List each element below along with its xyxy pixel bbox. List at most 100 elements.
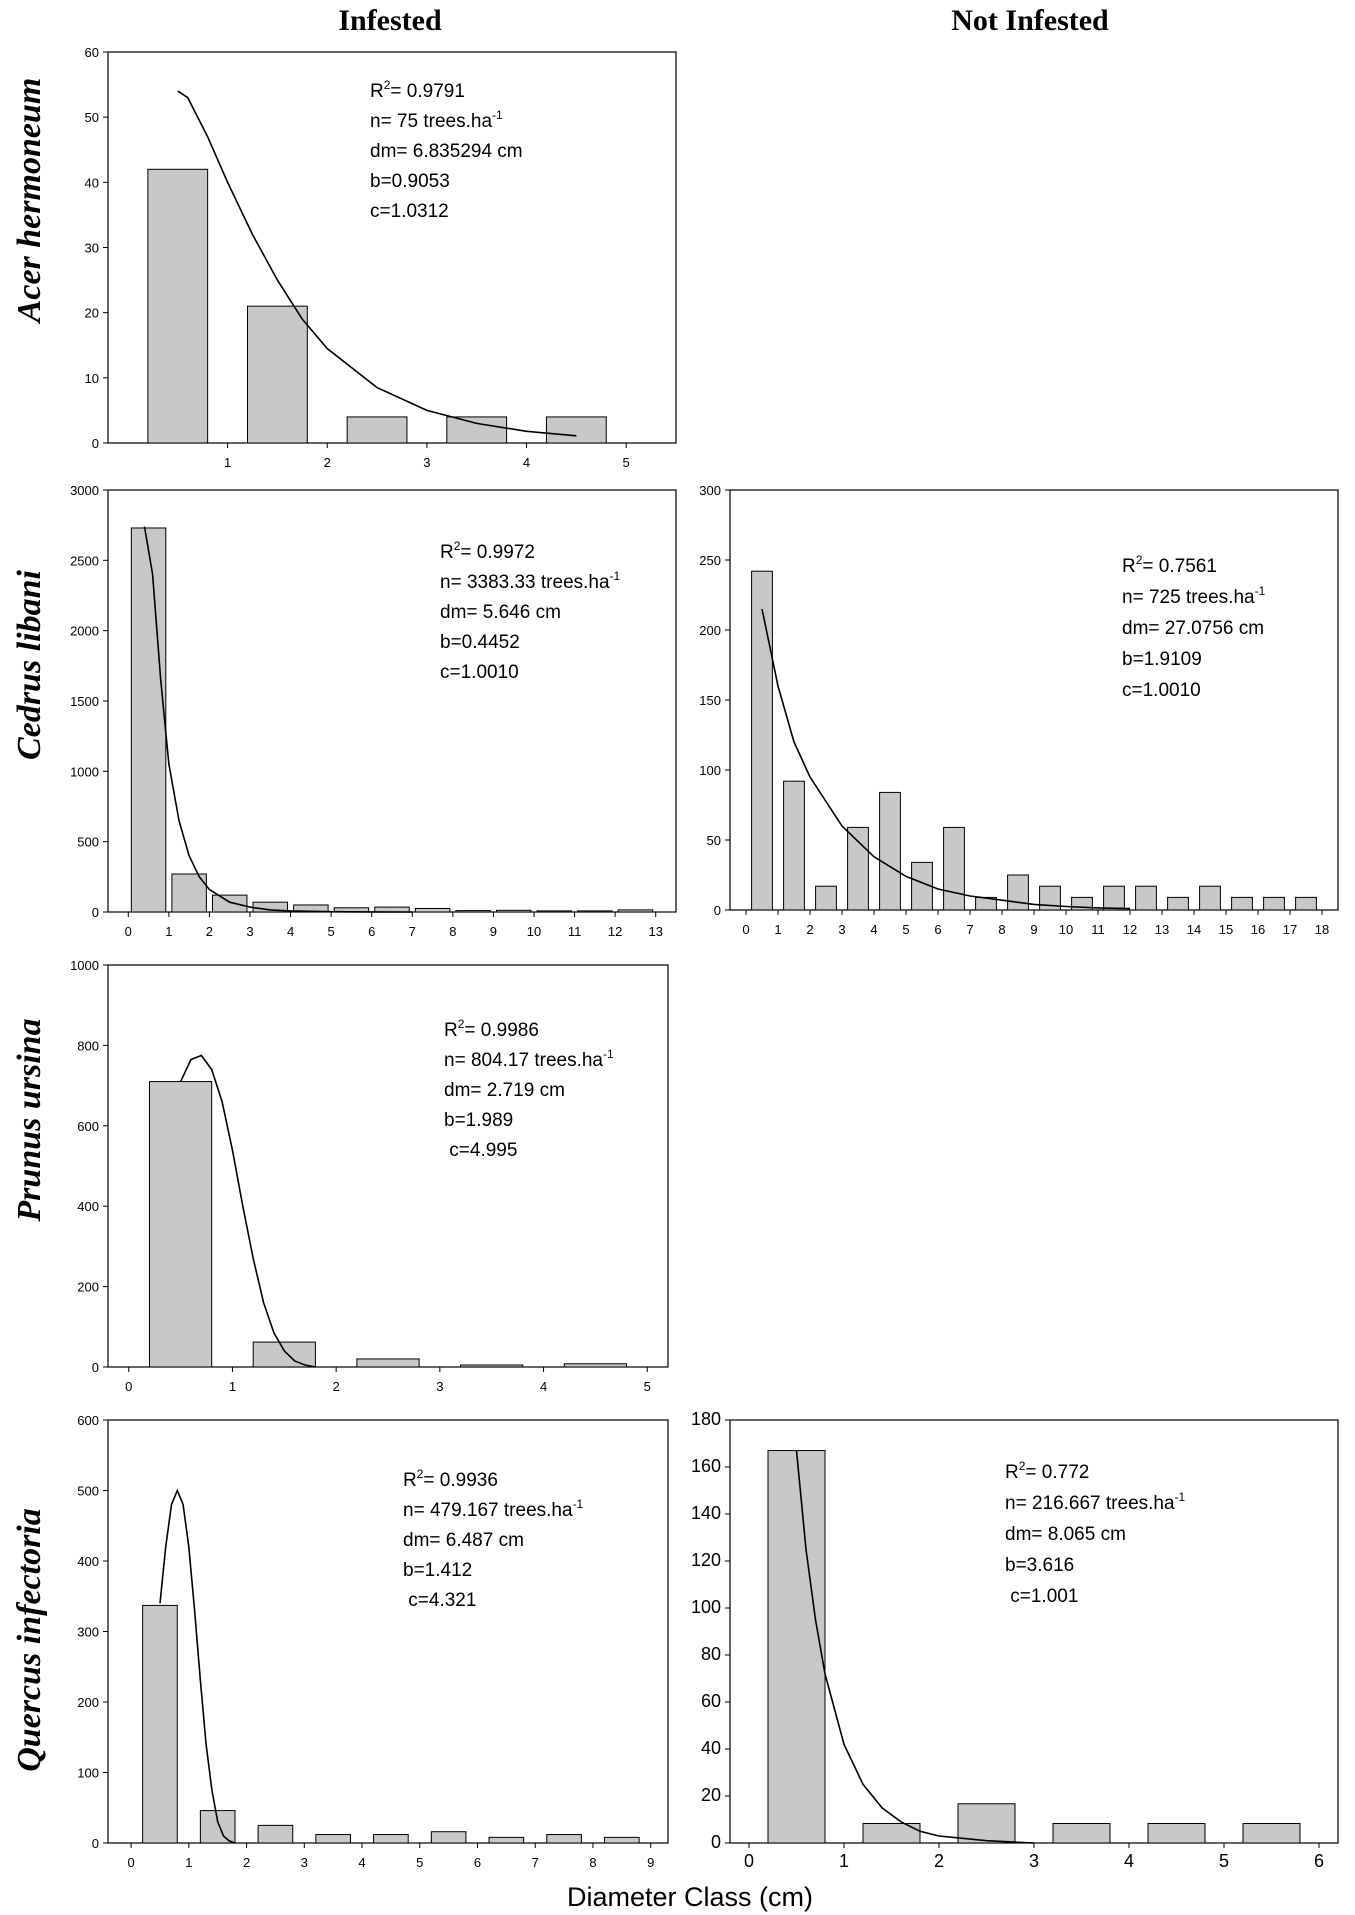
y-tick-label: 100 xyxy=(699,763,721,778)
y-tick-label: 600 xyxy=(77,1413,99,1428)
annotation-line: R2= 0.9972 xyxy=(440,539,535,563)
y-tick-label: 50 xyxy=(85,110,99,125)
x-tick-label: 11 xyxy=(1091,922,1105,937)
stats-annotation: R2= 0.9986 n= 804.17 trees.ha-1 dm= 2.719 … xyxy=(444,1017,614,1161)
y-tick-label: 0 xyxy=(714,903,721,918)
x-tick-label: 5 xyxy=(902,922,909,937)
bar xyxy=(257,1824,294,1844)
x-tick-label: 6 xyxy=(934,922,941,937)
y-tick-label: 200 xyxy=(699,623,721,638)
x-tick-label: 8 xyxy=(589,1855,596,1870)
annotation-line: b=1.989 xyxy=(444,1110,513,1131)
fit-curve xyxy=(795,1450,1035,1844)
y-tick-label: 300 xyxy=(77,1625,99,1640)
fit-curve xyxy=(159,1488,236,1844)
x-tick-label: 6 xyxy=(368,924,375,939)
bar xyxy=(460,1364,524,1368)
bar xyxy=(142,1604,178,1844)
annotation-line: R2= 0.7561 xyxy=(1122,553,1217,577)
annotation-line: b=1.9109 xyxy=(1122,649,1202,670)
x-tick-label: 0 xyxy=(125,924,132,939)
annotation-line: n= 725 trees.ha-1 xyxy=(1122,584,1266,608)
row-label-cedrus-libani: Cedrus libani xyxy=(11,570,48,760)
bar xyxy=(1052,1822,1111,1844)
annotation-line: dm= 8.065 cm xyxy=(1005,1524,1126,1545)
x-tick-label: 11 xyxy=(568,924,582,939)
chart-panel-quercus-infectoria-not-infested: 0 20 40 60 80 100 120 140 160 180 0 1 2 3 4 5 6 R2= 0.772… xyxy=(691,1409,1339,1871)
annotation-line: b=3.616 xyxy=(1005,1555,1074,1576)
bar xyxy=(536,910,573,913)
row-label-prunus-ursina: Prunus ursina xyxy=(11,1018,48,1222)
x-tick-label: 15 xyxy=(1219,922,1233,937)
y-tick-label: 30 xyxy=(85,241,99,256)
x-tick-label: 8 xyxy=(449,924,456,939)
chart-panel-acer-hermoneum-infested: 0 10 20 30 40 50 60 1 2 3 4 5 R2= 0.9791 n= 75 trees.… xyxy=(85,45,677,470)
x-tick-label: 7 xyxy=(532,1855,539,1870)
bar xyxy=(247,305,308,444)
y-tick-label: 200 xyxy=(77,1695,99,1710)
x-tick-label: 5 xyxy=(623,455,630,470)
stats-annotation: R2= 0.772 n= 216.667 trees.ha-1 dm= 8.065 … xyxy=(1005,1459,1186,1607)
bar xyxy=(617,909,654,913)
x-tick-label: 13 xyxy=(1155,922,1169,937)
bar xyxy=(1167,896,1189,911)
y-tick-label: 40 xyxy=(85,175,99,190)
fit-curve xyxy=(143,526,413,913)
fit-curve xyxy=(179,1054,316,1368)
bar xyxy=(879,791,901,911)
y-tick-label: 0 xyxy=(92,905,99,920)
bar xyxy=(148,1081,213,1368)
x-tick-label: 16 xyxy=(1251,922,1265,937)
annotation-line: c=4.995 xyxy=(444,1140,517,1161)
bar xyxy=(495,909,532,913)
x-tick-label: 3 xyxy=(246,924,253,939)
column-title-infested: Infested xyxy=(338,4,442,37)
y-tick-label: 40 xyxy=(701,1738,721,1758)
y-tick-label: 1000 xyxy=(70,764,99,779)
x-tick-label: 1 xyxy=(185,1855,192,1870)
y-tick-label: 200 xyxy=(77,1280,99,1295)
bar xyxy=(147,168,209,444)
x-tick-label: 5 xyxy=(1219,1851,1229,1871)
y-tick-label: 10 xyxy=(85,371,99,386)
bar xyxy=(783,780,805,911)
x-tick-label: 0 xyxy=(744,1851,754,1871)
y-tick-label: 150 xyxy=(699,693,721,708)
x-tick-label: 4 xyxy=(540,1379,547,1394)
bar xyxy=(252,1341,316,1368)
x-tick-label: 2 xyxy=(333,1379,340,1394)
bar xyxy=(414,907,451,913)
annotation-line: dm= 27.0756 cm xyxy=(1122,618,1264,639)
plot-frame xyxy=(729,489,1339,911)
column-title-not-infested: Not Infested xyxy=(951,4,1109,37)
annotation-line: n= 75 trees.ha-1 xyxy=(370,108,503,132)
x-tick-label: 1 xyxy=(165,924,172,939)
bar xyxy=(373,1834,409,1844)
x-tick-label: 18 xyxy=(1315,922,1329,937)
fit-curve xyxy=(761,608,1131,910)
x-tick-label: 8 xyxy=(998,922,1005,937)
x-tick-label: 5 xyxy=(328,924,335,939)
x-tick-label: 9 xyxy=(1030,922,1037,937)
y-tick-label: 160 xyxy=(691,1456,721,1476)
x-tick-label: 4 xyxy=(523,455,530,470)
bar xyxy=(815,885,837,911)
bar xyxy=(577,910,613,913)
x-tick-label: 3 xyxy=(838,922,845,937)
y-tick-label: 250 xyxy=(699,553,721,568)
stats-annotation: R2= 0.7561 n= 725 trees.ha-1 dm= 27.0756 c… xyxy=(1122,553,1266,701)
bar xyxy=(1147,1822,1206,1844)
x-tick-label: 2 xyxy=(206,924,213,939)
annotation-line: b=1.412 xyxy=(403,1560,472,1581)
bar xyxy=(862,1822,921,1844)
y-tick-label: 120 xyxy=(691,1550,721,1570)
bar xyxy=(751,570,773,911)
y-tick-label: 180 xyxy=(691,1409,721,1429)
y-tick-label: 300 xyxy=(699,483,721,498)
bar xyxy=(315,1834,351,1844)
x-tick-label: 14 xyxy=(1187,922,1201,937)
y-tick-label: 50 xyxy=(707,833,721,848)
row-label-acer-hermoneum: Acer hermoneum xyxy=(11,78,48,325)
x-tick-label: 7 xyxy=(409,924,416,939)
